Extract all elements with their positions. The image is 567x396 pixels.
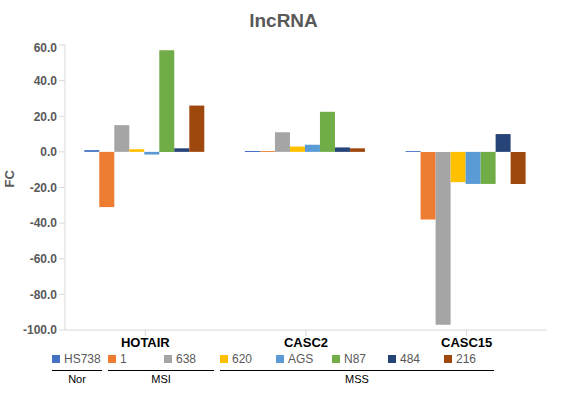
svg-text:20.0: 20.0 [34, 110, 58, 124]
svg-text:40.0: 40.0 [34, 74, 58, 88]
html-text:N87: N87 [344, 352, 366, 366]
svg-text:-20.0: -20.0 [30, 181, 58, 195]
html-text:216: 216 [456, 352, 476, 366]
html-text:MSI: MSI [151, 373, 171, 385]
svg-text:60.0: 60.0 [34, 41, 58, 55]
html-text:MSS: MSS [345, 373, 369, 385]
svg-text:-40.0: -40.0 [30, 216, 58, 230]
html-text:484: 484 [400, 352, 420, 366]
svg-text:-100.0: -100.0 [23, 323, 57, 337]
svg-text:HOTAIR: HOTAIR [121, 335, 170, 350]
html-text:HS738: HS738 [64, 352, 101, 366]
html-text:AGS: AGS [288, 352, 314, 366]
svg-text:FC: FC [8, 170, 17, 188]
svg-text:0.0: 0.0 [40, 145, 57, 159]
svg-text:CASC15: CASC15 [441, 335, 492, 350]
html-text:638: 638 [176, 352, 196, 366]
html-text:Nor: Nor [68, 373, 86, 385]
svg-text:-80.0: -80.0 [30, 288, 58, 302]
html-text:620: 620 [232, 352, 252, 366]
svg-text:CASC2: CASC2 [284, 335, 328, 350]
html-text:lncRNA: lncRNA [249, 10, 318, 31]
html-text:1: 1 [120, 352, 127, 366]
svg-text:-60.0: -60.0 [30, 252, 58, 266]
